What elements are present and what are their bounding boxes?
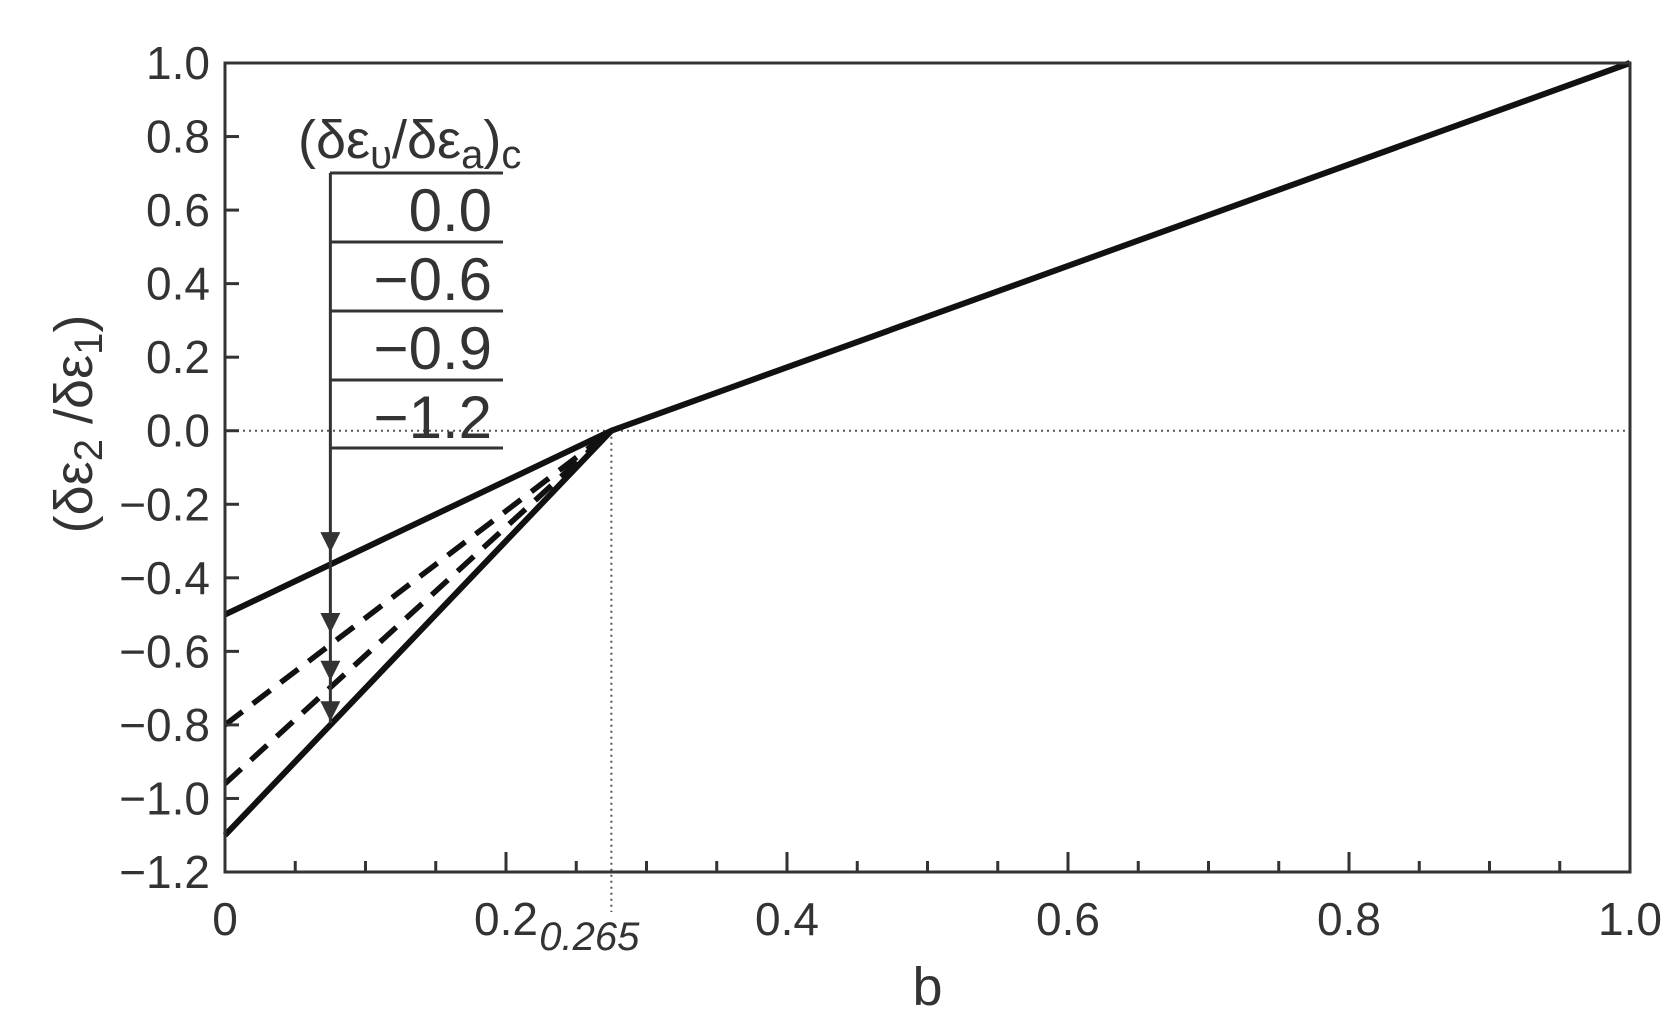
y-tick-label: −0.6 [119, 625, 210, 677]
y-tick-label: 0.4 [146, 258, 210, 310]
y-tick-label: 0.0 [146, 405, 210, 457]
series-line-2 [223, 428, 614, 728]
y-tick-label: −0.8 [119, 699, 210, 751]
x-tick-label: 0.8 [1317, 893, 1381, 945]
x-tick-label: 0.4 [755, 893, 819, 945]
arrow [320, 173, 341, 724]
arrow-head-3 [320, 660, 341, 681]
legend-entry-4: −1.2 [374, 384, 492, 451]
legend-entry-1: 0.0 [409, 177, 492, 244]
y-tick-label: −0.2 [119, 478, 210, 530]
series-lines [222, 60, 1632, 838]
axes: 0 0.2 0.4 0.6 0.8 1.0 1.0 0.8 0.6 0.4 0.2 0.0 −0.2 −0… [44, 37, 1662, 1017]
y-tick-label: 1.0 [146, 37, 210, 89]
legend-entry-2: −0.6 [374, 246, 492, 313]
y-axis-title: (δε2 /δε1) [44, 315, 111, 534]
y-tick-label: 0.2 [146, 331, 210, 383]
threshold-annotation: 0.265 [539, 915, 640, 959]
x-tick-label: 0 [212, 893, 238, 945]
arrow-head-2 [320, 612, 341, 633]
y-tick-label: −0.4 [119, 552, 210, 604]
y-tick-label: 0.6 [146, 184, 210, 236]
reference-lines [225, 429, 1630, 912]
series-line-3 [223, 428, 614, 786]
series-line-4 [222, 428, 614, 838]
legend-title: (δευ/δεa)c [298, 110, 521, 177]
y-tick-label: −1.0 [119, 772, 210, 824]
x-tick-label: 1.0 [1598, 893, 1662, 945]
arrow-head-1 [320, 532, 341, 553]
arrow-head-4 [320, 701, 341, 722]
x-tick-label: 0.6 [1036, 893, 1100, 945]
x-axis-title: b [912, 957, 942, 1017]
y-tick-label: −1.2 [119, 846, 210, 898]
y-tick-label: 0.8 [146, 111, 210, 163]
x-tick-label: 0.2 [474, 893, 538, 945]
legend: 0.0−0.6−0.9−1.2 (δευ/δεa)c [298, 110, 521, 451]
legend-entry-3: −0.9 [374, 315, 492, 382]
